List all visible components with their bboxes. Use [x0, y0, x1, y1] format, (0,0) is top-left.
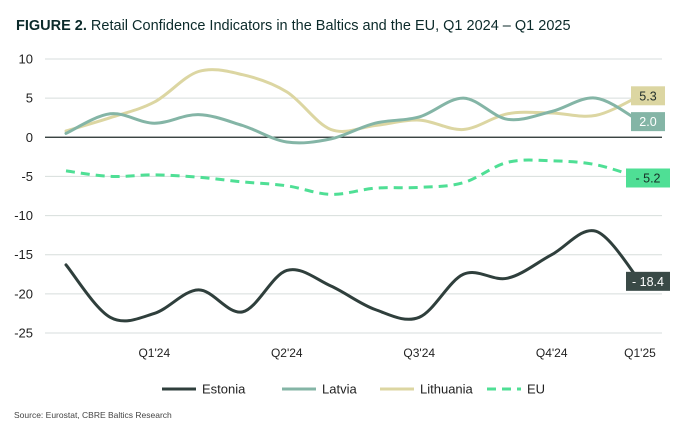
end-label-text: 2.0	[639, 115, 656, 129]
end-label-text: - 5.2	[635, 171, 660, 185]
y-tick-label: 0	[26, 130, 33, 145]
end-value-labels: - 18.4 2.0 5.3 - 5.2	[626, 86, 670, 291]
y-axis-tick-labels: 10 5 0 -5 -10 -15 -20 -25	[14, 52, 33, 341]
end-label-eu: - 5.2	[626, 168, 670, 188]
x-tick-label: Q3'24	[403, 346, 435, 360]
legend: Estonia Latvia Lithuania EU	[162, 382, 545, 397]
series-line-latvia	[64, 96, 642, 145]
chart-title-lead: FIGURE 2.	[16, 18, 87, 34]
chart-title: FIGURE 2. Retail Confidence Indicators i…	[16, 18, 571, 34]
series-lines	[64, 68, 642, 323]
end-label-box	[631, 86, 665, 106]
x-tick-label: Q1'24	[138, 346, 170, 360]
end-label-estonia: - 18.4	[626, 271, 670, 291]
y-tick-label: 10	[19, 52, 33, 67]
y-tick-label: -10	[14, 208, 33, 223]
gridlines	[45, 58, 662, 334]
end-label-text: 5.3	[639, 89, 656, 103]
legend-item-latvia: Latvia	[282, 382, 357, 397]
x-axis-tick-labels: Q1'24 Q2'24 Q3'24 Q4'24 Q1'25	[138, 346, 656, 360]
x-tick-label: Q2'24	[271, 346, 303, 360]
y-tick-label: -25	[14, 326, 33, 341]
y-tick-label: -20	[14, 286, 33, 301]
end-label-text: - 18.4	[632, 275, 664, 289]
legend-label: Lithuania	[420, 382, 474, 397]
end-label-lithuania: 5.3	[631, 86, 665, 106]
legend-label: Estonia	[202, 382, 246, 397]
x-tick-label: Q4'24	[536, 346, 568, 360]
end-label-box	[626, 168, 670, 188]
chart-title-text: Retail Confidence Indicators in the Balt…	[86, 18, 571, 34]
end-label-box	[631, 112, 665, 132]
series-line-eu	[65, 158, 641, 196]
y-tick-label: -5	[21, 169, 33, 184]
legend-label: EU	[527, 382, 545, 397]
series-line-estonia	[64, 229, 642, 323]
legend-label: Latvia	[322, 382, 357, 397]
end-label-box	[626, 271, 670, 291]
legend-item-lithuania: Lithuania	[380, 382, 474, 397]
legend-item-eu: EU	[487, 382, 545, 397]
y-tick-label: -15	[14, 247, 33, 262]
legend-item-estonia: Estonia	[162, 382, 246, 397]
end-label-latvia: 2.0	[631, 112, 665, 132]
y-tick-label: 5	[26, 91, 33, 106]
x-tick-label: Q1'25	[624, 346, 656, 360]
source-note: Source: Eurostat, CBRE Baltics Research	[14, 410, 172, 420]
